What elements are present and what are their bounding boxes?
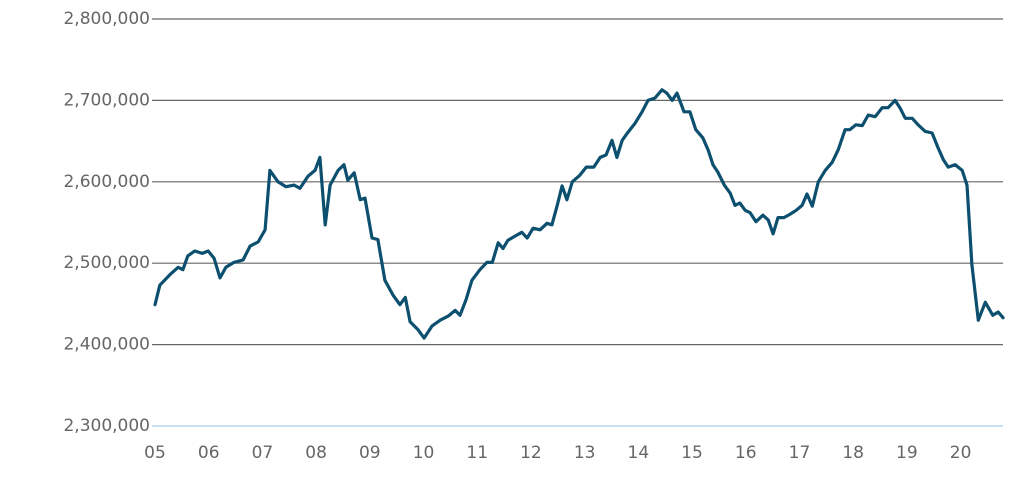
y-tick-label: 2,700,000: [63, 90, 150, 110]
x-tick-label: 12: [520, 443, 542, 463]
x-tick-label: 13: [574, 443, 596, 463]
y-tick-label: 2,800,000: [63, 9, 150, 29]
x-tick-label: 05: [144, 443, 166, 463]
x-tick-label: 07: [252, 443, 274, 463]
x-tick-label: 15: [681, 443, 703, 463]
x-tick-label: 09: [359, 443, 381, 463]
x-tick-label: 10: [413, 443, 435, 463]
x-tick-label: 06: [198, 443, 220, 463]
x-tick-label: 14: [628, 443, 650, 463]
data-line: [153, 88, 1005, 340]
x-tick-label: 08: [305, 443, 327, 463]
x-tick-label: 20: [950, 443, 972, 463]
y-tick-label: 2,400,000: [63, 335, 150, 355]
y-tick-label: 2,300,000: [63, 416, 150, 436]
x-tick-label: 19: [896, 443, 918, 463]
x-tick-label: 16: [735, 443, 757, 463]
x-tick-label: 18: [842, 443, 864, 463]
x-tick-label: 11: [466, 443, 488, 463]
y-tick-label: 2,600,000: [63, 172, 150, 192]
x-tick-label: 17: [789, 443, 811, 463]
y-tick-label: 2,500,000: [63, 253, 150, 273]
